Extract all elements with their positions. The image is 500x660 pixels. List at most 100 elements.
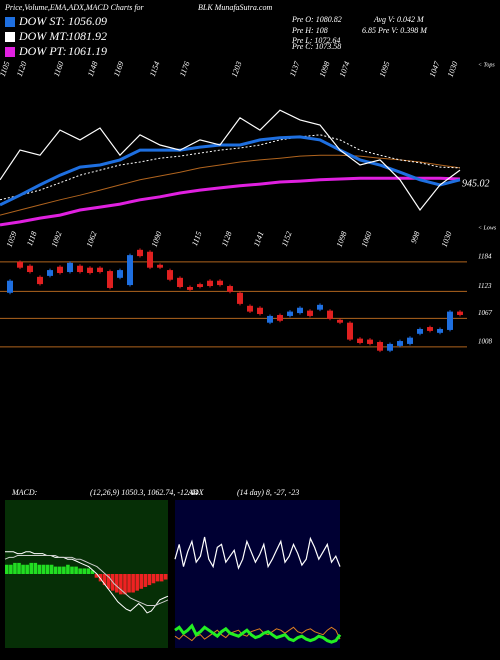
histogram-bar bbox=[131, 574, 135, 593]
info: Pre C: 1073.58 bbox=[291, 42, 341, 51]
candle-body bbox=[387, 343, 393, 351]
legend-label: DOW PT: bbox=[18, 44, 67, 58]
series-line bbox=[4, 555, 169, 606]
top-label: 1047 bbox=[428, 59, 442, 78]
candle-body bbox=[207, 280, 213, 287]
candle-body bbox=[167, 270, 173, 280]
candle-body bbox=[217, 280, 223, 286]
legend-label: DOW ST: bbox=[18, 14, 65, 28]
info: Pre O: 1080.82 bbox=[291, 15, 342, 24]
top-label: 1098 bbox=[318, 60, 332, 78]
bottom-label: 1030 bbox=[440, 230, 454, 248]
histogram-bar bbox=[115, 574, 119, 593]
candle-body bbox=[397, 341, 403, 346]
candle-body bbox=[377, 342, 383, 351]
candle-body bbox=[357, 338, 363, 343]
histogram-bar bbox=[135, 574, 139, 591]
candle-body bbox=[57, 266, 63, 273]
adx-title: ADX bbox=[187, 488, 205, 497]
bottom-label: 1092 bbox=[50, 230, 64, 248]
bottom-label: 1115 bbox=[190, 230, 204, 247]
legend-value: 1061.19 bbox=[68, 44, 107, 58]
bottom-label: 1098 bbox=[335, 230, 349, 248]
candle-body bbox=[177, 277, 183, 287]
legend-swatch bbox=[5, 47, 15, 57]
histogram-bar bbox=[33, 562, 38, 574]
candle-body bbox=[197, 284, 203, 287]
top-label: 1120 bbox=[15, 60, 29, 78]
y-tick-label: 1008 bbox=[478, 337, 493, 345]
candle-body bbox=[427, 327, 433, 331]
candle-body bbox=[147, 251, 153, 268]
bottom-label: 998 bbox=[409, 230, 422, 244]
series-line bbox=[0, 109, 461, 212]
histogram-bar bbox=[90, 570, 95, 574]
candle-body bbox=[347, 322, 353, 340]
header-source: BLK MunafaSutra.com bbox=[198, 3, 272, 12]
candle-body bbox=[277, 314, 283, 321]
top-label: 1176 bbox=[178, 60, 192, 78]
series-line bbox=[0, 176, 461, 227]
histogram-bar bbox=[25, 564, 29, 574]
adx-subtitle: (14 day) 8, -27, -23 bbox=[237, 488, 299, 497]
info: Pre H: 108 bbox=[291, 26, 328, 35]
candle-body bbox=[47, 270, 53, 276]
candle-body bbox=[87, 267, 93, 273]
histogram-bar bbox=[13, 562, 17, 574]
top-label: 1148 bbox=[86, 60, 100, 78]
histogram-bar bbox=[102, 574, 107, 586]
top-label: 1030 bbox=[446, 60, 460, 78]
header-title: Price,Volume,EMA,ADX,MACD Charts for bbox=[4, 3, 145, 12]
histogram-bar bbox=[123, 574, 127, 595]
info: 6.85 Pre V: 0.398 M bbox=[362, 26, 428, 35]
candle-body bbox=[37, 276, 43, 285]
top-label: 1154 bbox=[148, 60, 162, 78]
candle-body bbox=[247, 305, 253, 312]
macd-subtitle: (12,26,9) 1050.3, 1062.74, -12.44 bbox=[90, 488, 198, 497]
legend-swatch bbox=[5, 32, 15, 42]
top-label: 1160 bbox=[52, 60, 66, 78]
candle-body bbox=[127, 255, 133, 286]
candle-body bbox=[227, 286, 233, 292]
top-label: 1137 bbox=[288, 59, 302, 78]
histogram-bar bbox=[37, 564, 42, 574]
legend-value: 1056.09 bbox=[68, 14, 107, 28]
histogram-bar bbox=[78, 568, 82, 574]
candle-body bbox=[97, 267, 103, 273]
candle-body bbox=[457, 311, 463, 315]
candle-body bbox=[67, 262, 73, 273]
adx-panel bbox=[175, 500, 340, 648]
macd-title: MACD: bbox=[11, 488, 38, 497]
info: Avg V: 0.042 M bbox=[373, 15, 425, 24]
candle-body bbox=[267, 315, 273, 323]
series-line bbox=[0, 135, 461, 207]
candle-body bbox=[417, 328, 423, 334]
bottom-label: 1128 bbox=[220, 230, 234, 248]
histogram-bar bbox=[147, 574, 152, 586]
histogram-bar bbox=[45, 564, 50, 574]
histogram-bar bbox=[119, 574, 123, 595]
histogram-bar bbox=[62, 566, 66, 574]
bottom-label: 1060 bbox=[360, 230, 374, 248]
histogram-bar bbox=[29, 562, 34, 574]
histogram-bar bbox=[127, 574, 131, 593]
histogram-bar bbox=[143, 574, 148, 587]
series-line bbox=[174, 623, 342, 644]
histogram-bar bbox=[49, 564, 54, 574]
bottom-label: 1141 bbox=[252, 230, 266, 248]
legend-value: 1081.92 bbox=[68, 29, 107, 43]
histogram-bar bbox=[53, 566, 58, 574]
candle-body bbox=[7, 280, 13, 293]
candle-body bbox=[437, 328, 443, 333]
histogram-bar bbox=[41, 564, 46, 574]
histogram-bar bbox=[17, 562, 21, 574]
candle-body bbox=[307, 310, 313, 316]
histogram-bar bbox=[82, 568, 86, 574]
histogram-bar bbox=[151, 574, 156, 584]
lows-label: < Lows bbox=[478, 225, 497, 231]
histogram-bar bbox=[106, 574, 111, 589]
histogram-bar bbox=[70, 566, 74, 574]
bottom-label: 1118 bbox=[25, 230, 39, 247]
y-tick-label: 1184 bbox=[478, 253, 492, 261]
